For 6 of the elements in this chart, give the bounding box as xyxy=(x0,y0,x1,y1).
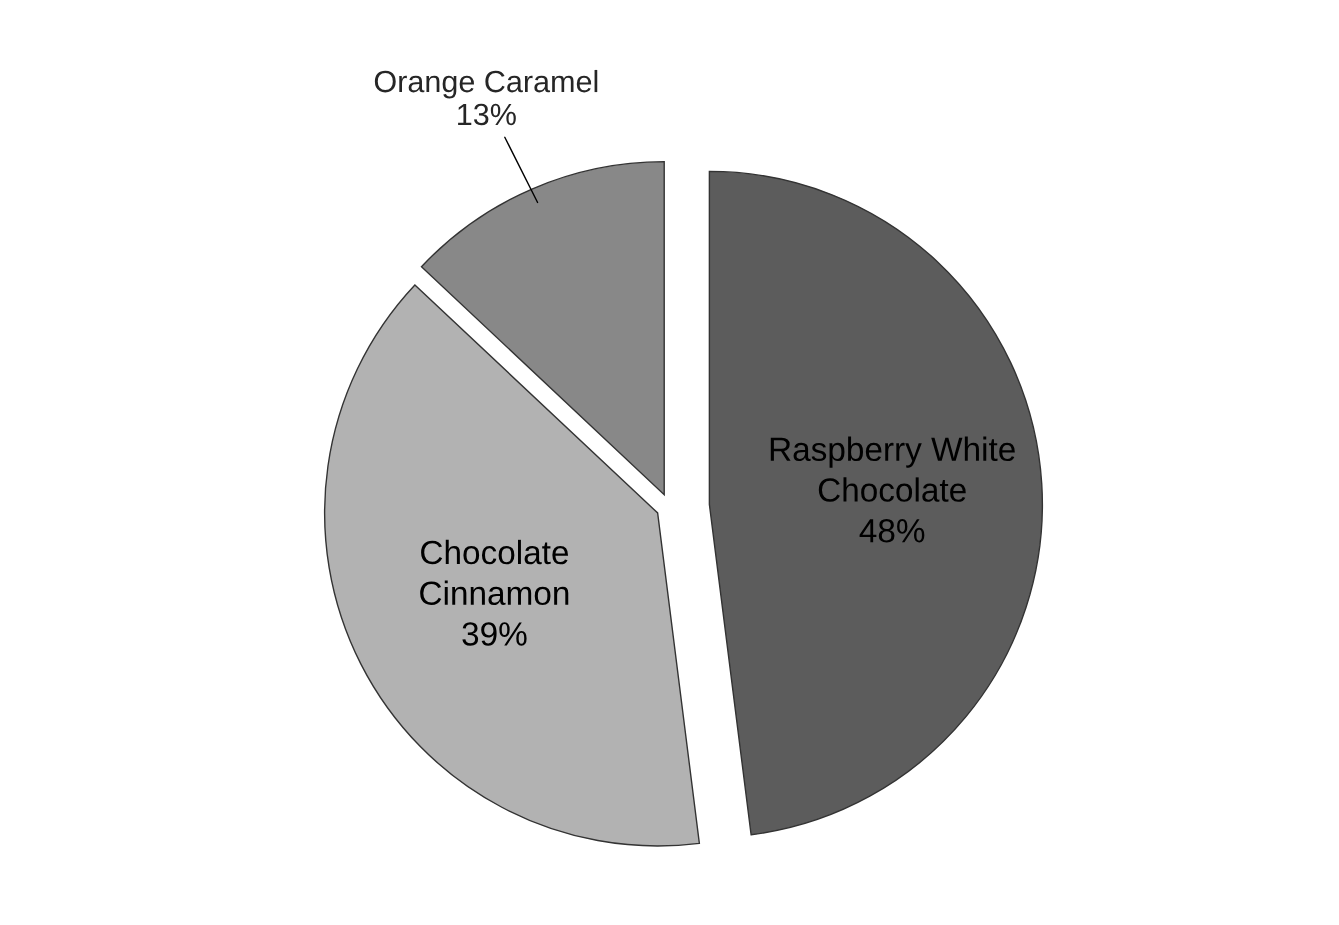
data-label: 39% xyxy=(462,622,527,646)
slice-label: Raspberry White Chocolate xyxy=(770,436,1015,502)
data-label: 48% xyxy=(859,518,925,543)
slice-label: Orange Caramel xyxy=(374,69,598,99)
data-label: 13% xyxy=(458,103,516,126)
slice-label: Chocolate Cinnamon xyxy=(420,539,569,606)
